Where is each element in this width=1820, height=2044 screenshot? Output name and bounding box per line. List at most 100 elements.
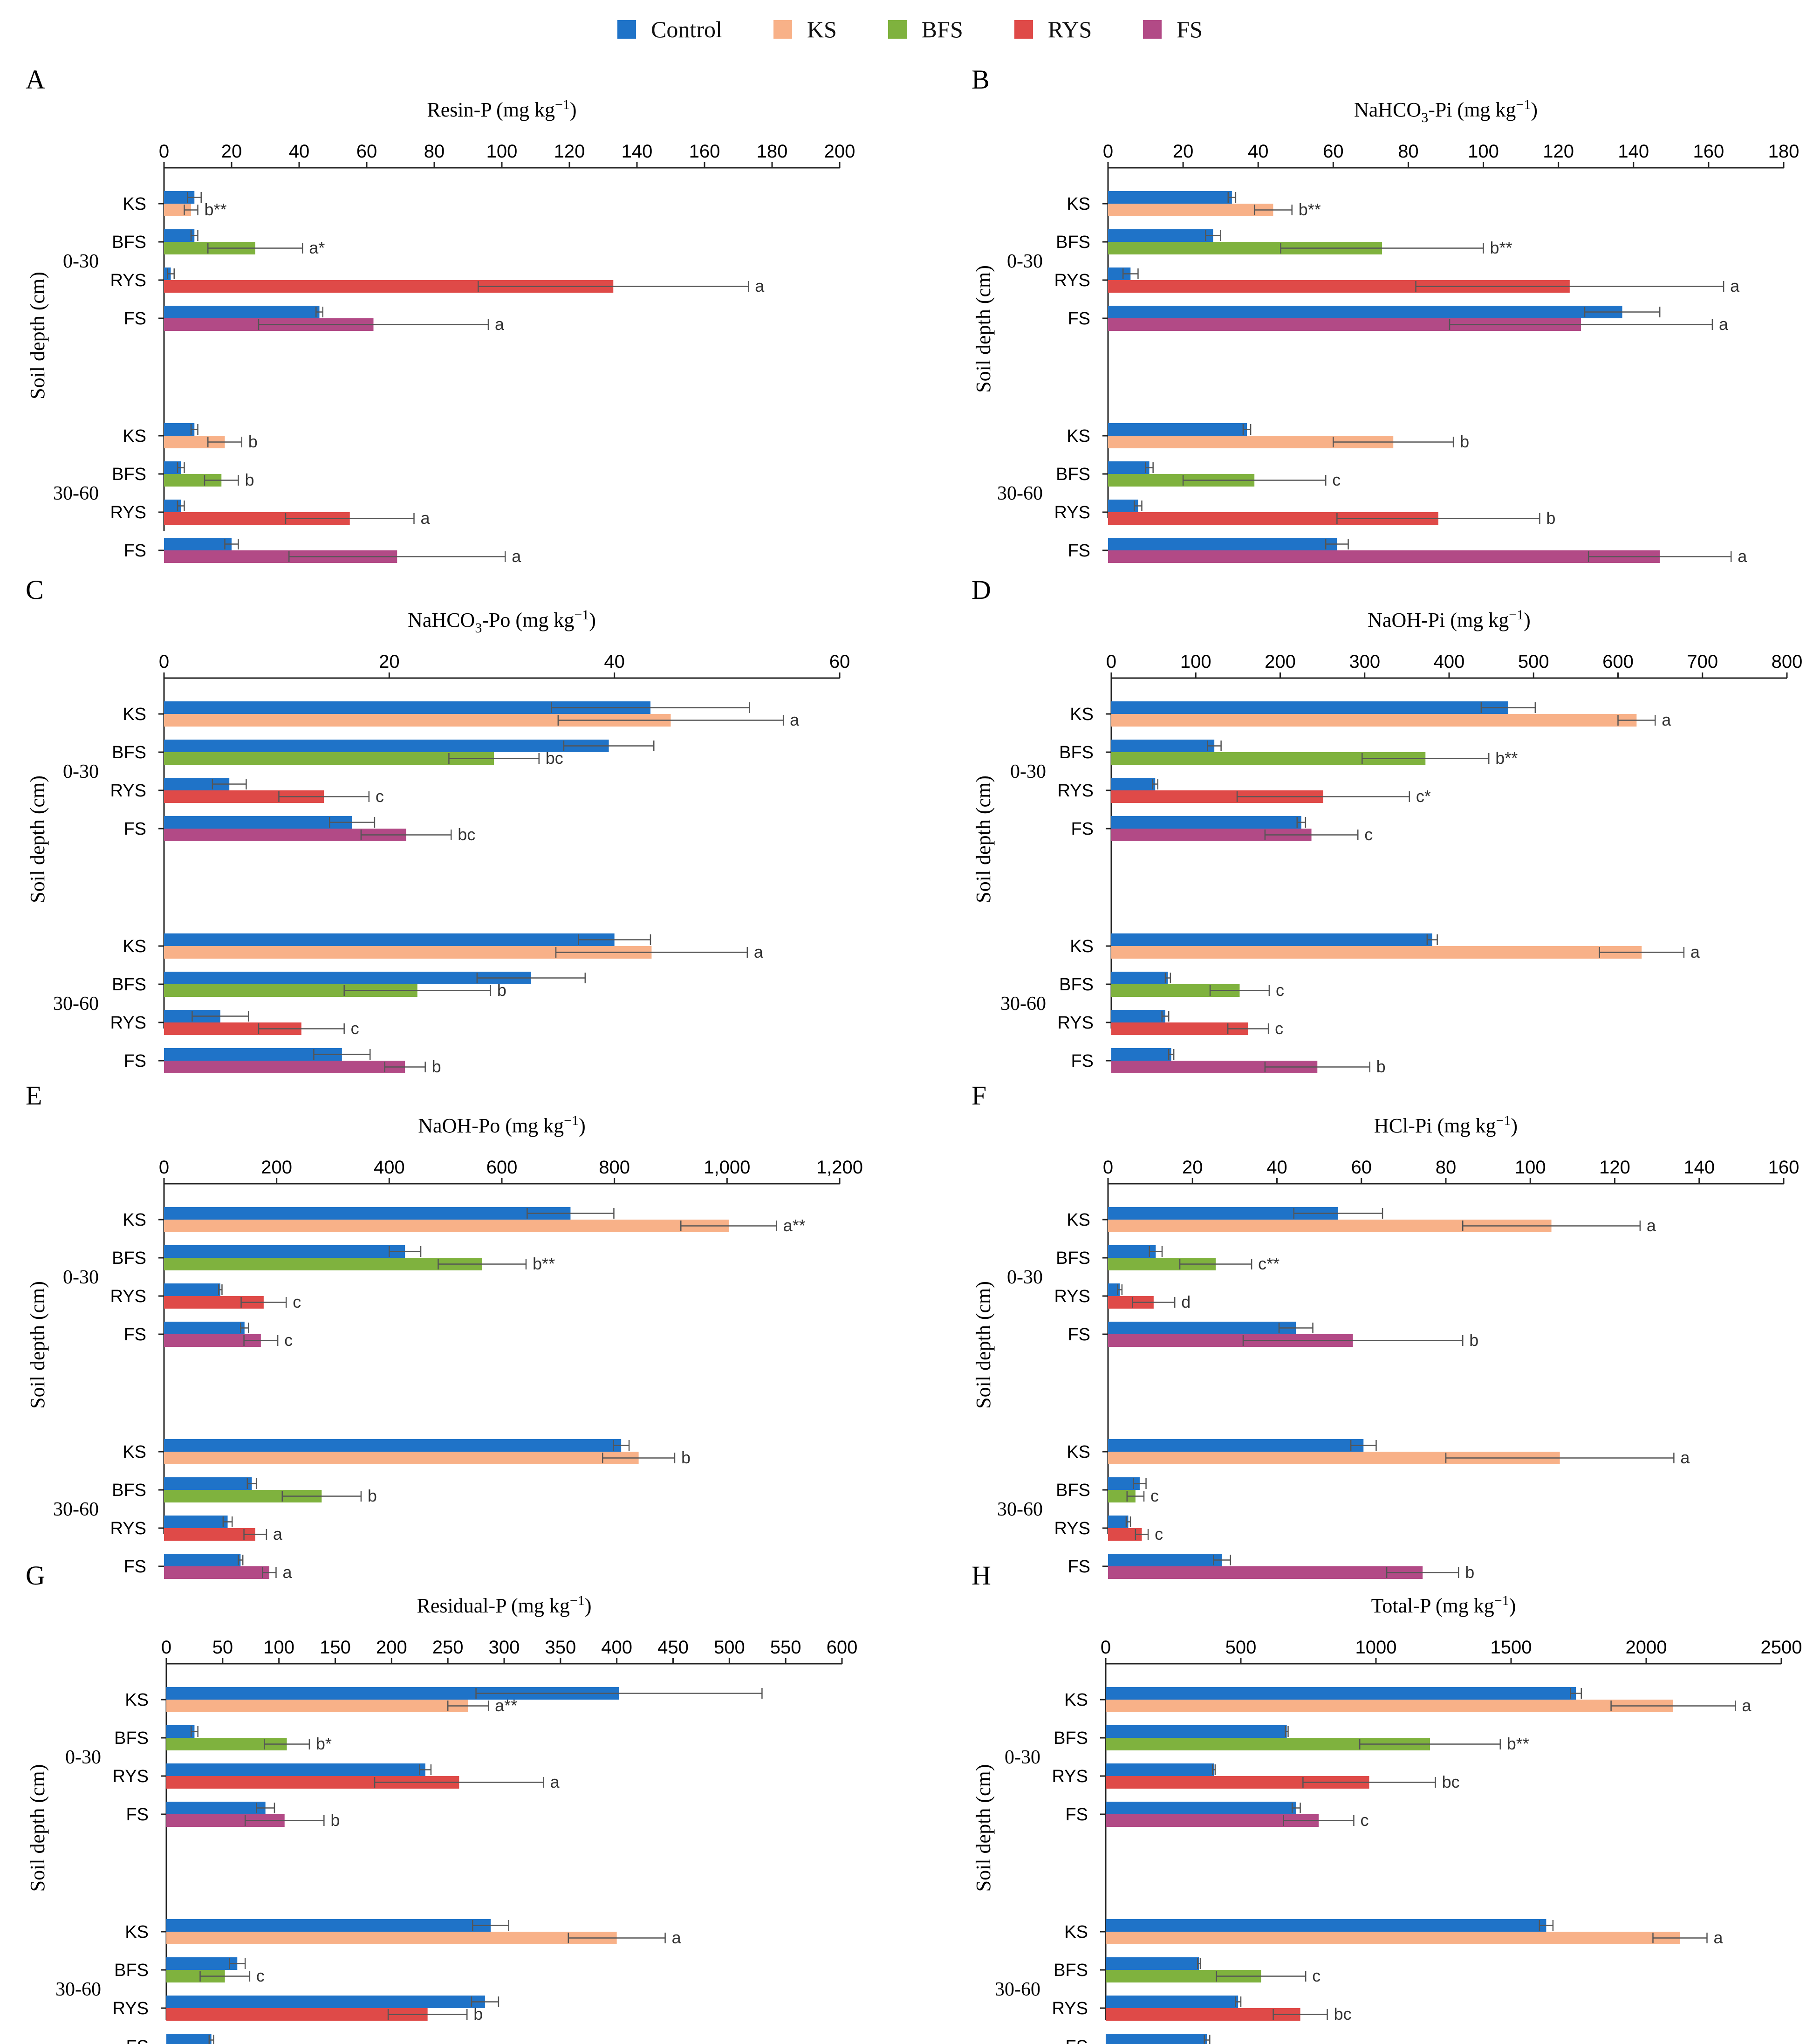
x-tick-label: 200 [1265,652,1296,672]
significance-label: bc [546,748,563,768]
panel-c: C NaHCO3-Po (mg kg−1) 0 20 40 60 Soil depth (c… [26,575,850,1076]
bar-control [166,1957,238,1970]
x-tick-label: 100 [486,141,518,162]
category-label: FS [1071,819,1094,839]
category-label: FS [1067,1557,1090,1577]
x-tick-label: 100 [1468,141,1499,162]
panel-letter: A [26,64,45,95]
depth-label: 0-30 [1010,761,1046,782]
depth-label: 30-60 [997,483,1043,504]
bar-treatment [1106,2008,1300,2021]
bar-treatment [164,1528,255,1541]
panel-letter: F [972,1080,986,1111]
depth-label: 0-30 [63,1267,99,1288]
bar-control [1111,701,1508,714]
category-label: FS [123,541,146,561]
x-tick-label: 140 [1618,141,1649,162]
x-tick-label: 120 [1599,1157,1630,1178]
legend-label: BFS [921,16,963,42]
depth-label: 30-60 [53,993,99,1015]
legend-label: FS [1177,16,1203,42]
bar-treatment [1108,1566,1423,1579]
title-close: ) [589,609,596,631]
depth-label: 30-60 [55,1979,101,2000]
x-tick-label: 40 [289,141,310,162]
panel-letter: B [972,64,990,95]
x-tick-label: 100 [1180,652,1211,672]
x-tick-label: 200 [824,141,855,162]
title-close: ) [1509,1594,1516,1617]
category-label: RYS [110,1287,146,1306]
x-tick-label: 40 [1248,141,1269,162]
category-label: BFS [112,1481,146,1500]
x-tick-label: 60 [356,141,377,162]
significance-label: c [1276,981,1284,1000]
x-tick-label: 20 [221,141,242,162]
x-tick-label: 200 [261,1157,292,1178]
bar-control [1111,778,1156,790]
depth-label: 0-30 [1007,251,1043,272]
category-label: FS [1067,309,1090,329]
category-label: FS [123,1557,146,1577]
bar-control [164,1048,342,1061]
category-label: RYS [1054,271,1090,290]
significance-label: b [432,1057,441,1076]
significance-label: a [282,1563,292,1582]
x-tick-label: 450 [657,1637,689,1658]
significance-label: c* [1416,787,1431,806]
title-superscript: −1 [574,607,589,623]
significance-label: b [1460,432,1469,451]
significance-label: a [1680,1448,1690,1467]
bar-control [164,1516,228,1528]
panel-letter: G [26,1560,45,1591]
bar-control [1108,538,1337,550]
significance-label: c [256,1966,265,1985]
bar-treatment [166,2008,428,2021]
significance-label: a [550,1772,560,1791]
bar-control [164,1477,252,1490]
panel-title: NaHCO3-Pi (mg kg−1) [1354,97,1538,125]
title-close: ) [1511,1114,1518,1137]
y-axis-label: Soil depth (cm) [972,775,995,903]
x-tick-label: 160 [1693,141,1724,162]
bar-control [1108,191,1232,204]
x-tick-label: 550 [770,1637,801,1658]
panel-letter: D [972,575,991,605]
bar-control [1106,1725,1287,1738]
significance-label: a [754,942,764,961]
category-label: RYS [110,503,146,522]
legend-swatch [888,20,907,39]
bar-control [1111,1048,1171,1061]
legend-item-ks: KS [773,16,837,43]
legend-label: Control [651,16,722,42]
significance-label: b** [533,1254,555,1273]
category-label: BFS [112,465,146,484]
category-label: BFS [1059,975,1094,995]
category-label: BFS [112,743,146,762]
category-label: RYS [110,781,146,801]
panel-title: Total-P (mg kg−1) [1371,1593,1516,1617]
x-tick-label: 1,000 [704,1157,750,1178]
significance-label: b [1546,508,1555,528]
category-label: FS [123,309,146,329]
category-label: BFS [1059,743,1094,762]
title-superscript: −1 [570,1593,585,1608]
significance-label: bc [1334,2004,1352,2023]
bar-control [164,1245,405,1258]
significance-label: b [497,981,506,1000]
category-label: KS [1067,1210,1090,1230]
panel-title: Residual-P (mg kg−1) [417,1593,592,1617]
x-tick-label: 350 [545,1637,576,1658]
bar-control [1106,1763,1214,1776]
category-label: KS [1064,1922,1088,1942]
title-subscript: 3 [1421,110,1428,125]
x-tick-label: 500 [1225,1637,1257,1658]
category-label: BFS [112,233,146,252]
panel-f: F HCl-Pi (mg kg−1) 0 20 40 60 80 100 120 140 160 So… [972,1080,1799,1582]
bar-control [164,933,615,946]
depth-label: 0-30 [65,1747,101,1768]
category-label: RYS [1052,1999,1088,2018]
depth-label: 0-30 [63,251,99,272]
title-close: ) [585,1594,592,1617]
x-tick-label: 300 [489,1637,520,1658]
